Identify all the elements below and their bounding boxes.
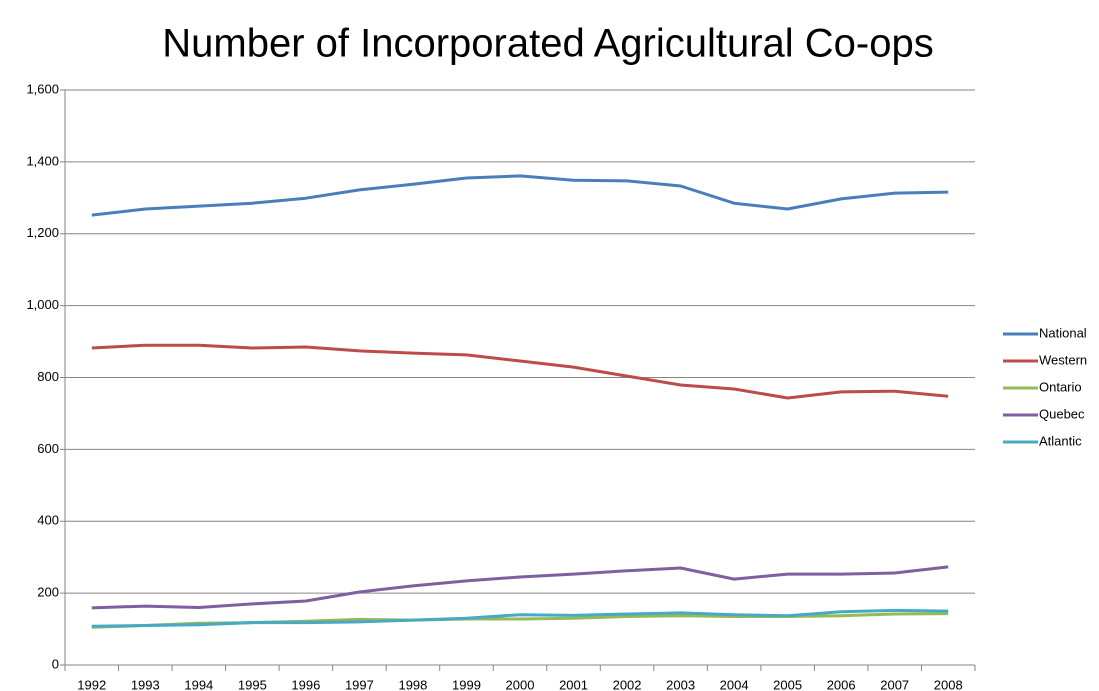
x-tick-label: 1999 <box>452 677 481 691</box>
y-tick-label: 1,600 <box>26 81 59 96</box>
y-tick-label: 0 <box>52 656 59 671</box>
x-tick-label: 2007 <box>880 677 909 691</box>
x-tick-label: 1995 <box>238 677 267 691</box>
x-tick-label: 2008 <box>934 677 963 691</box>
x-tick-label: 2004 <box>720 677 749 691</box>
x-tick-label: 2002 <box>613 677 642 691</box>
y-tick-label: 800 <box>37 369 59 384</box>
y-tick-label: 1,400 <box>26 153 59 168</box>
y-tick-label: 600 <box>37 441 59 456</box>
y-tick-label: 1,200 <box>26 225 59 240</box>
y-tick-label: 200 <box>37 585 59 600</box>
chart-title: Number of Incorporated Agricultural Co-o… <box>162 22 933 66</box>
legend-label: Quebec <box>1039 406 1085 421</box>
line-series <box>91 174 949 217</box>
legend-label: National <box>1039 325 1087 340</box>
x-tick-label: 2005 <box>773 677 802 691</box>
x-tick-label: 1993 <box>131 677 160 691</box>
x-tick-label: 2001 <box>559 677 588 691</box>
x-tick-label: 1992 <box>77 677 106 691</box>
x-tick-label: 1996 <box>291 677 320 691</box>
x-tick-label: 1998 <box>398 677 427 691</box>
x-tick-label: 2003 <box>666 677 695 691</box>
x-tick-label: 2000 <box>506 677 535 691</box>
line-series <box>91 343 949 400</box>
x-tick-label: 1994 <box>184 677 213 691</box>
y-tick-label: 1,000 <box>26 297 59 312</box>
line-series <box>91 565 949 610</box>
legend-label: Atlantic <box>1039 433 1082 448</box>
legend-label: Western <box>1039 352 1087 367</box>
x-tick-label: 2006 <box>827 677 856 691</box>
x-tick-label: 1997 <box>345 677 374 691</box>
y-tick-label: 400 <box>37 513 59 528</box>
legend-label: Ontario <box>1039 379 1082 394</box>
line-series <box>91 608 949 628</box>
